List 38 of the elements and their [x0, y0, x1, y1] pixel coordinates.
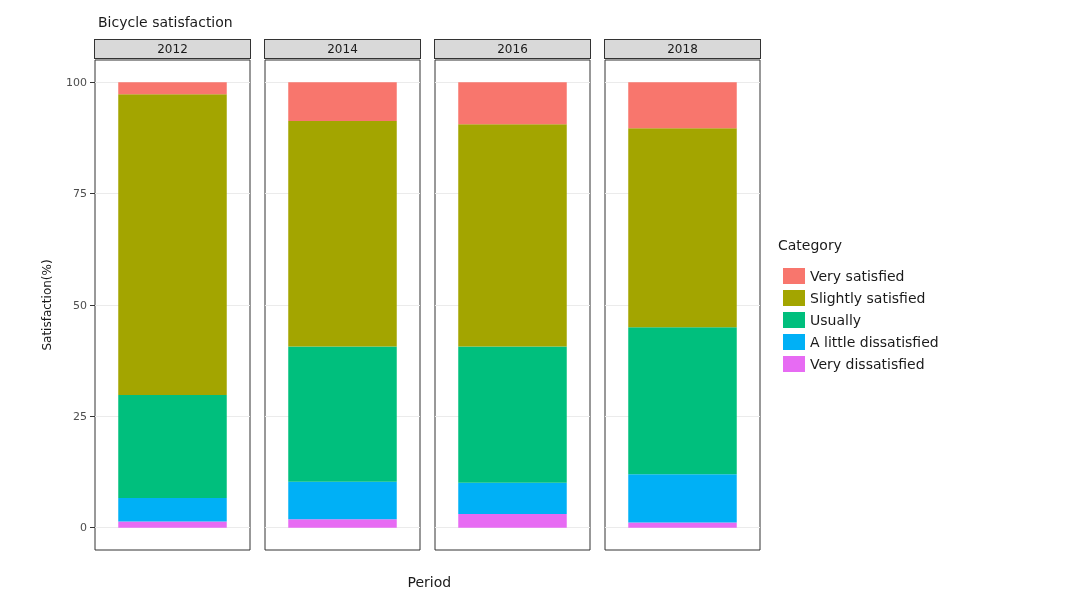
bar: [628, 128, 737, 328]
x-axis-title: Period: [407, 574, 452, 590]
y-tick-label: 50: [73, 298, 87, 312]
bar: [288, 481, 397, 520]
legend-label: Very dissatisfied: [810, 356, 925, 372]
bar: [118, 521, 227, 528]
y-tick-label: 25: [73, 409, 87, 423]
bar: [628, 82, 737, 129]
bar: [118, 394, 227, 498]
x-tick-label: 2012: [157, 42, 188, 56]
bar: [288, 519, 397, 528]
bar: [628, 327, 737, 475]
y-axis-title: Satisfaction(%): [40, 259, 54, 351]
legend-label: Usually: [810, 312, 862, 328]
bar: [458, 124, 567, 347]
y-tick-label: 100: [66, 75, 87, 89]
legend-label: A little dissatisfied: [810, 334, 939, 350]
bar: [628, 522, 737, 528]
bar: [288, 346, 397, 482]
bar: [288, 82, 397, 122]
x-tick-label: 2014: [327, 42, 358, 56]
bar: [628, 474, 737, 523]
bar: [458, 346, 567, 483]
bar: [458, 82, 567, 125]
x-tick-label: 2018: [667, 42, 698, 56]
legend-label: Slightly satisfied: [810, 290, 926, 306]
bar: [118, 82, 227, 95]
y-tick-label: 0: [80, 521, 87, 535]
bar: [118, 497, 227, 522]
bar: [458, 482, 567, 514]
legend-label: Very satisfied: [810, 268, 905, 284]
y-tick-label: 75: [73, 187, 87, 201]
bar: [118, 94, 227, 395]
bar: [458, 513, 567, 528]
x-tick-label: 2016: [497, 42, 528, 56]
legend-title: Category: [778, 237, 842, 253]
chart-title: Bicycle satisfaction: [98, 14, 233, 30]
bar: [288, 121, 397, 347]
